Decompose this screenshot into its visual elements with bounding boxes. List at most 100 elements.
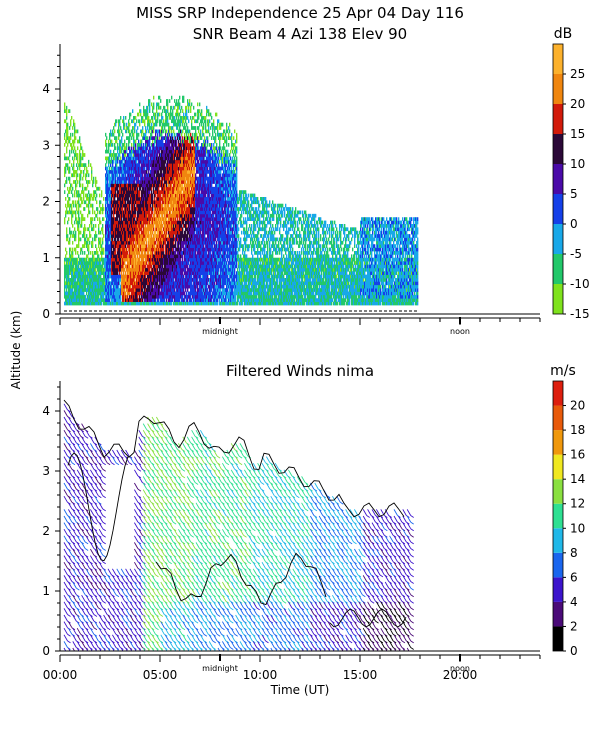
snr-cell	[181, 190, 183, 194]
snr-cell	[161, 166, 163, 171]
snr-cell	[178, 112, 180, 117]
snr-cell	[121, 281, 123, 286]
snr-cell	[166, 190, 168, 194]
snr-cell	[73, 261, 75, 265]
snr-cell	[79, 166, 81, 171]
snr-cell	[118, 284, 120, 289]
snr-cell	[82, 267, 84, 272]
snr-cell	[78, 301, 80, 306]
snr-cell	[133, 220, 135, 225]
snr-cell	[151, 170, 153, 174]
snr-cell	[144, 180, 146, 184]
snr-cell	[72, 132, 74, 137]
snr-cell	[165, 244, 167, 248]
snr-cell	[95, 301, 97, 306]
snr-cell	[69, 261, 71, 265]
snr-cell	[132, 159, 134, 164]
snr-cell	[90, 163, 92, 167]
snr-cell	[65, 281, 67, 286]
snr-cell	[166, 166, 168, 171]
snr-cell	[133, 294, 135, 299]
snr-cell	[75, 301, 77, 306]
snr-cell	[143, 281, 145, 286]
snr-cell	[178, 139, 180, 144]
snr-cell	[108, 176, 110, 181]
snr-cell	[161, 227, 163, 232]
snr-cell	[162, 298, 164, 302]
snr-cell	[97, 251, 99, 255]
snr-cell	[108, 149, 110, 154]
snr-cell	[179, 267, 181, 272]
snr-cell	[148, 230, 150, 235]
snr-cell	[152, 227, 154, 232]
snr-cell	[148, 176, 150, 181]
snr-cell	[118, 156, 120, 161]
snr-cell	[178, 224, 180, 228]
snr-cell	[141, 288, 143, 292]
snr-cell	[115, 251, 117, 255]
snr-cell	[86, 180, 88, 184]
snr-cell	[136, 278, 138, 282]
snr-cell	[113, 274, 115, 279]
snr-cell	[105, 284, 107, 289]
snr-cell	[153, 237, 155, 242]
snr-cell	[117, 234, 119, 238]
snr-cell	[144, 284, 146, 289]
snr-cell	[139, 251, 141, 255]
snr-cell	[67, 163, 69, 167]
snr-cell	[146, 176, 148, 181]
snr-cell	[140, 213, 142, 218]
snr-cell	[64, 132, 66, 137]
snr-cell	[141, 149, 143, 154]
snr-cell	[117, 288, 119, 292]
snr-cell	[175, 284, 177, 289]
snr-cell	[130, 220, 132, 225]
snr-cell	[66, 163, 68, 167]
snr-cell	[113, 271, 115, 275]
snr-cell	[89, 240, 91, 245]
snr-cell	[70, 203, 72, 208]
snr-cell	[148, 159, 150, 164]
snr-cell	[152, 224, 154, 228]
snr-cell	[135, 298, 137, 302]
snr-cell	[174, 298, 176, 302]
snr-cell	[108, 257, 110, 262]
snr-cell	[70, 234, 72, 238]
snr-cell	[119, 207, 121, 211]
snr-cell	[78, 139, 80, 144]
snr-cell	[94, 301, 96, 306]
snr-cell	[84, 217, 86, 221]
snr-cell	[77, 271, 79, 275]
snr-cell	[88, 281, 90, 286]
snr-cell	[152, 149, 154, 154]
snr-cell	[145, 251, 147, 255]
snr-cell	[93, 180, 95, 184]
snr-cell	[157, 203, 159, 208]
snr-cell	[134, 149, 136, 154]
snr-cell	[81, 284, 83, 289]
snr-cell	[173, 220, 175, 225]
snr-cell	[155, 224, 157, 228]
snr-cell	[137, 261, 139, 265]
snr-cell	[176, 109, 178, 113]
snr-cell	[163, 122, 165, 127]
snr-cell	[160, 227, 162, 232]
snr-cell	[106, 180, 108, 184]
snr-cell	[173, 163, 175, 167]
snr-cell	[182, 230, 184, 235]
snr-cell	[147, 203, 149, 208]
panel2-title: Filtered Winds nima	[226, 362, 374, 380]
snr-cell	[126, 170, 128, 174]
snr-cell	[123, 227, 125, 232]
snr-cell	[168, 301, 170, 306]
snr-cell	[96, 281, 98, 286]
snr-cell	[173, 203, 175, 208]
snr-cell	[164, 298, 166, 302]
snr-cell	[108, 207, 110, 211]
snr-cell	[134, 244, 136, 248]
snr-cell	[153, 149, 155, 154]
snr-cell	[149, 247, 151, 252]
snr-cell	[96, 284, 98, 289]
snr-cell	[99, 186, 101, 191]
snr-cell	[146, 200, 148, 205]
